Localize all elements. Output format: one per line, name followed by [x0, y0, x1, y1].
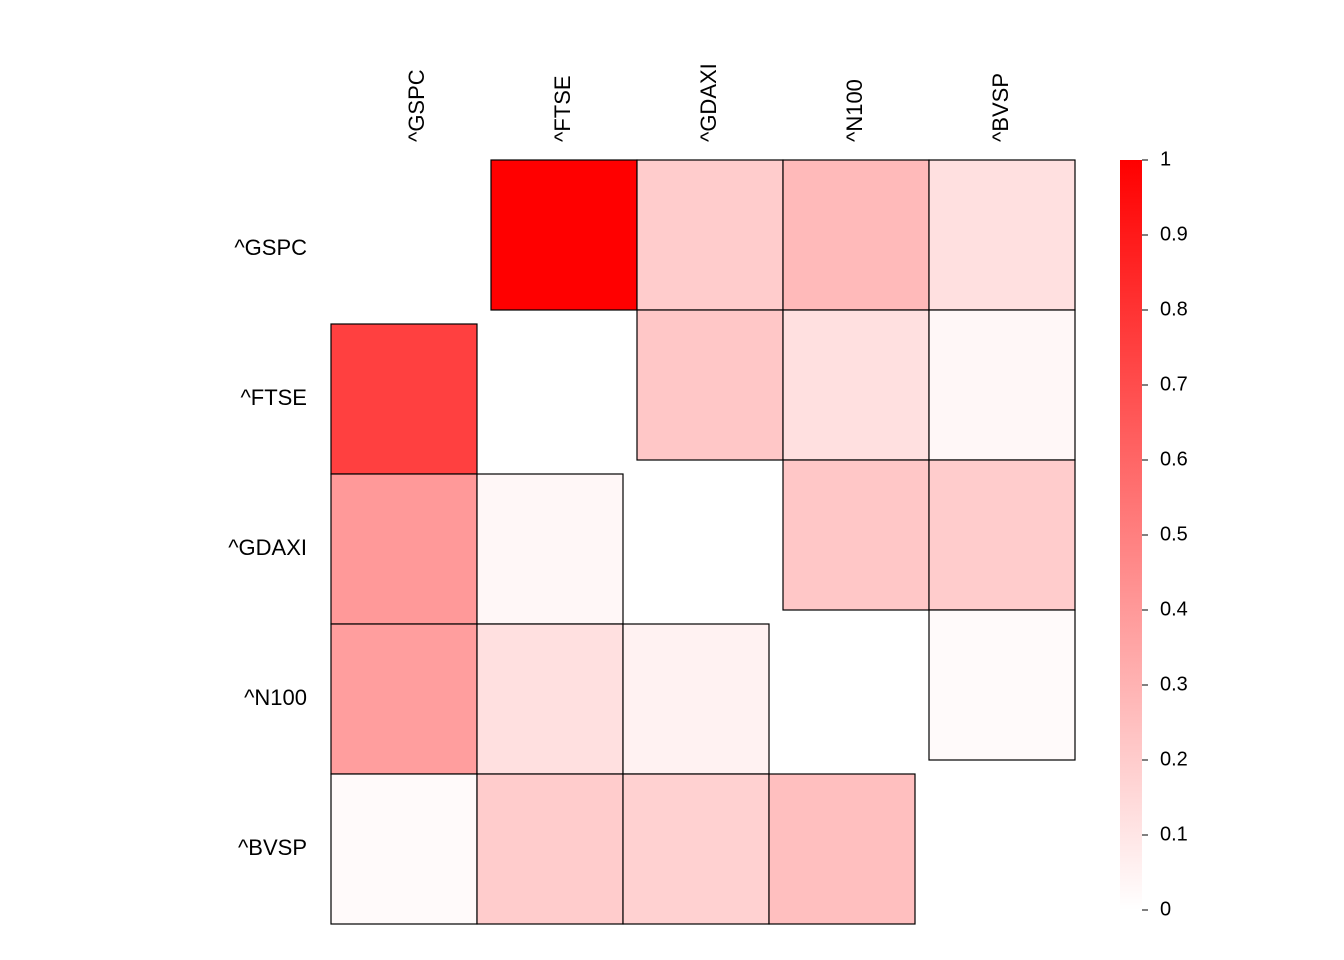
colorbar-tick-label: 0.1	[1160, 823, 1188, 845]
colorbar-tick-label: 0.7	[1160, 373, 1188, 395]
colorbar-tick-label: 1	[1160, 148, 1171, 170]
heatmap-cell-upper	[783, 310, 929, 460]
heatmap-cell-upper	[491, 160, 637, 310]
heatmap-cell-lower	[331, 624, 477, 774]
heatmap-cell-lower	[331, 324, 477, 474]
row-label: ^FTSE	[240, 385, 307, 410]
heatmap-cell-upper	[783, 160, 929, 310]
colorbar	[1120, 160, 1142, 910]
heatmap-cell-upper	[783, 460, 929, 610]
heatmap-cell-upper	[929, 460, 1075, 610]
colorbar-tick-label: 0.2	[1160, 748, 1188, 770]
col-label: ^GSPC	[404, 69, 429, 142]
heatmap-cell-lower	[331, 774, 477, 924]
heatmap-cell-lower	[477, 774, 623, 924]
heatmap-cell-lower	[477, 474, 623, 624]
col-label: ^BVSP	[988, 73, 1013, 142]
colorbar-tick-label: 0.5	[1160, 523, 1188, 545]
col-label: ^GDAXI	[696, 63, 721, 142]
heatmap-cell-upper	[929, 610, 1075, 760]
heatmap-cell-upper	[929, 310, 1075, 460]
heatmap-svg: ^GSPC ^FTSE ^GDAXI ^N100 ^BVSP ^GSPC ^FTSE ^GDA…	[0, 0, 1344, 960]
colorbar-tick-label: 0.3	[1160, 673, 1188, 695]
heatmap-cell-lower	[477, 624, 623, 774]
row-label: ^BVSP	[238, 835, 307, 860]
heatmap-cell-lower	[331, 474, 477, 624]
heatmap-cell-upper	[637, 160, 783, 310]
colorbar-tick-label: 0.6	[1160, 448, 1188, 470]
colorbar-tick-label: 0.8	[1160, 298, 1188, 320]
col-label: ^FTSE	[550, 75, 575, 142]
heatmap-cell-lower	[769, 774, 915, 924]
colorbar-tick-label: 0.9	[1160, 223, 1188, 245]
heatmap-cell-upper	[929, 160, 1075, 310]
row-label: ^N100	[244, 685, 307, 710]
row-label: ^GSPC	[234, 235, 307, 260]
chart-stage: ^GSPC ^FTSE ^GDAXI ^N100 ^BVSP ^GSPC ^FTSE ^GDA…	[0, 0, 1344, 960]
col-label: ^N100	[842, 79, 867, 142]
colorbar-tick-label: 0.4	[1160, 598, 1188, 620]
colorbar-tick-label: 0	[1160, 898, 1171, 920]
row-label: ^GDAXI	[228, 535, 307, 560]
heatmap-cell-lower	[623, 774, 769, 924]
heatmap-cell-lower	[623, 624, 769, 774]
heatmap-cell-upper	[637, 310, 783, 460]
